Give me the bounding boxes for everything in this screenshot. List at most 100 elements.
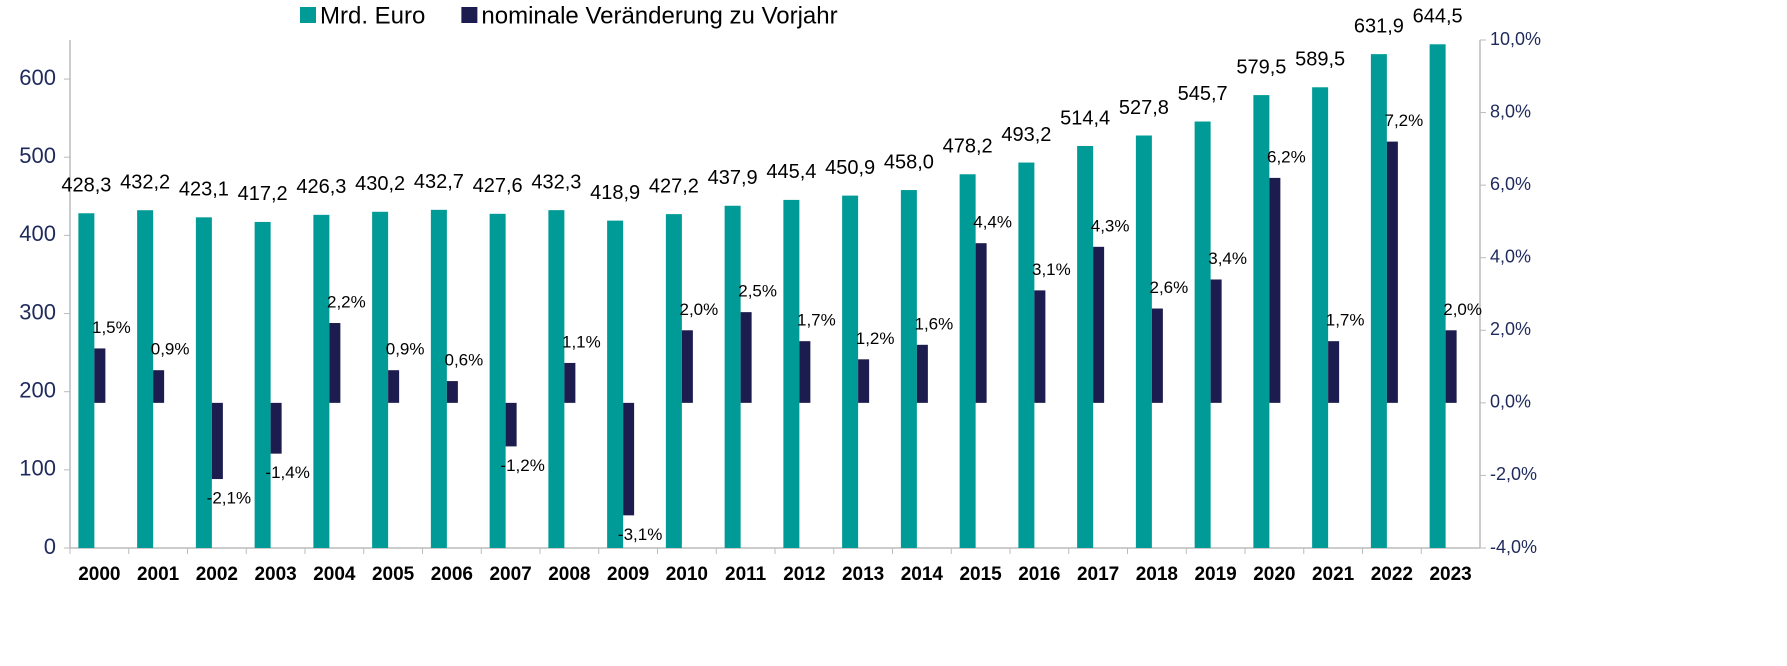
change-label: 0,9% <box>151 340 190 359</box>
x-tick-label: 2001 <box>137 564 180 585</box>
value-bar <box>195 217 212 549</box>
y2-tick-label: 2,0% <box>1490 319 1531 339</box>
value-label: 430,2 <box>355 173 405 195</box>
legend-label: Mrd. Euro <box>320 2 425 29</box>
x-tick-label: 2020 <box>1253 564 1295 585</box>
x-tick-label: 2017 <box>1077 564 1119 585</box>
change-bar <box>1093 246 1105 403</box>
value-bar <box>1135 135 1152 548</box>
value-bar <box>665 214 682 548</box>
x-tick-label: 2023 <box>1429 564 1471 585</box>
change-label: -1,4% <box>265 463 309 482</box>
change-bar <box>916 344 928 403</box>
value-bar <box>959 174 976 548</box>
change-label: 1,5% <box>92 318 131 337</box>
change-bar <box>1269 177 1281 403</box>
x-tick-label: 2016 <box>1018 564 1060 585</box>
value-label: 432,3 <box>531 171 581 193</box>
value-bar <box>1312 87 1329 548</box>
value-bar <box>842 195 859 548</box>
value-label: 437,9 <box>708 167 758 189</box>
x-tick-label: 2009 <box>607 564 649 585</box>
value-label: 423,1 <box>179 179 229 201</box>
change-bar <box>1445 330 1457 403</box>
change-bar <box>388 370 400 403</box>
x-tick-label: 2014 <box>901 564 944 585</box>
x-tick-label: 2018 <box>1136 564 1178 585</box>
value-label: 458,0 <box>884 151 934 173</box>
change-label: 2,5% <box>738 282 777 301</box>
change-label: 4,4% <box>973 213 1012 232</box>
value-label: 527,8 <box>1119 97 1169 119</box>
x-tick-label: 2010 <box>666 564 708 585</box>
x-tick-label: 2012 <box>783 564 825 585</box>
value-label: 428,3 <box>61 175 111 197</box>
y-tick-label: 100 <box>19 456 56 481</box>
change-label: 2,6% <box>1150 278 1189 297</box>
y2-tick-label: 0,0% <box>1490 392 1531 412</box>
y-tick-label: 200 <box>19 378 56 403</box>
x-tick-label: 2021 <box>1312 564 1355 585</box>
value-bar <box>430 209 447 548</box>
change-label: -1,2% <box>500 456 544 475</box>
value-bar <box>900 190 917 548</box>
change-label: 6,2% <box>1267 147 1306 166</box>
y2-tick-label: 10,0% <box>1490 29 1541 49</box>
change-label: 3,4% <box>1208 249 1247 268</box>
y-tick-label: 300 <box>19 299 56 324</box>
change-bar <box>153 370 165 403</box>
change-bar <box>623 402 635 516</box>
value-bar <box>489 213 506 548</box>
value-label: 631,9 <box>1354 15 1404 37</box>
change-bar <box>858 359 870 403</box>
legend-label: nominale Veränderung zu Vorjahr <box>481 2 837 29</box>
value-bar <box>313 214 330 549</box>
change-bar <box>446 381 458 403</box>
value-label: 589,5 <box>1295 49 1345 71</box>
x-tick-label: 2007 <box>489 564 531 585</box>
value-label: 545,7 <box>1178 83 1228 105</box>
value-bar <box>607 220 624 549</box>
change-bar <box>564 362 576 403</box>
change-label: 1,7% <box>797 311 836 330</box>
change-bar <box>1034 290 1046 403</box>
y2-tick-label: 4,0% <box>1490 246 1531 266</box>
y2-tick-label: -4,0% <box>1490 537 1537 557</box>
value-label: 418,9 <box>590 182 640 204</box>
change-bar <box>270 402 282 454</box>
change-label: 1,7% <box>1326 311 1365 330</box>
change-bar <box>799 341 811 403</box>
value-label: 432,7 <box>414 171 464 193</box>
value-bar <box>724 205 741 548</box>
y2-tick-label: 6,0% <box>1490 174 1531 194</box>
value-label: 432,2 <box>120 172 170 194</box>
value-label: 427,2 <box>649 175 699 197</box>
value-bar <box>1018 162 1035 548</box>
change-bar <box>1151 308 1163 403</box>
value-label: 417,2 <box>238 183 288 205</box>
change-bar <box>740 312 752 403</box>
x-tick-label: 2006 <box>431 564 473 585</box>
change-label: 0,9% <box>386 340 425 359</box>
y-tick-label: 400 <box>19 221 56 246</box>
value-label: 450,9 <box>825 157 875 179</box>
value-label: 427,6 <box>473 175 523 197</box>
value-bar <box>783 199 800 548</box>
x-tick-label: 2013 <box>842 564 884 585</box>
x-tick-label: 2008 <box>548 564 590 585</box>
x-tick-label: 2002 <box>196 564 238 585</box>
change-bar <box>681 330 693 403</box>
change-bar <box>1328 341 1340 403</box>
change-bar <box>975 243 987 403</box>
value-bar <box>1370 54 1387 549</box>
value-bar <box>372 211 389 548</box>
change-bar <box>329 323 341 403</box>
change-bar <box>211 402 223 480</box>
legend-swatch <box>300 7 316 23</box>
change-label: 1,6% <box>915 314 954 333</box>
change-label: 7,2% <box>1385 111 1424 130</box>
change-bar <box>505 402 517 447</box>
value-label: 493,2 <box>1001 124 1051 146</box>
change-label: 2,0% <box>680 300 719 319</box>
value-label: 579,5 <box>1236 56 1286 78</box>
